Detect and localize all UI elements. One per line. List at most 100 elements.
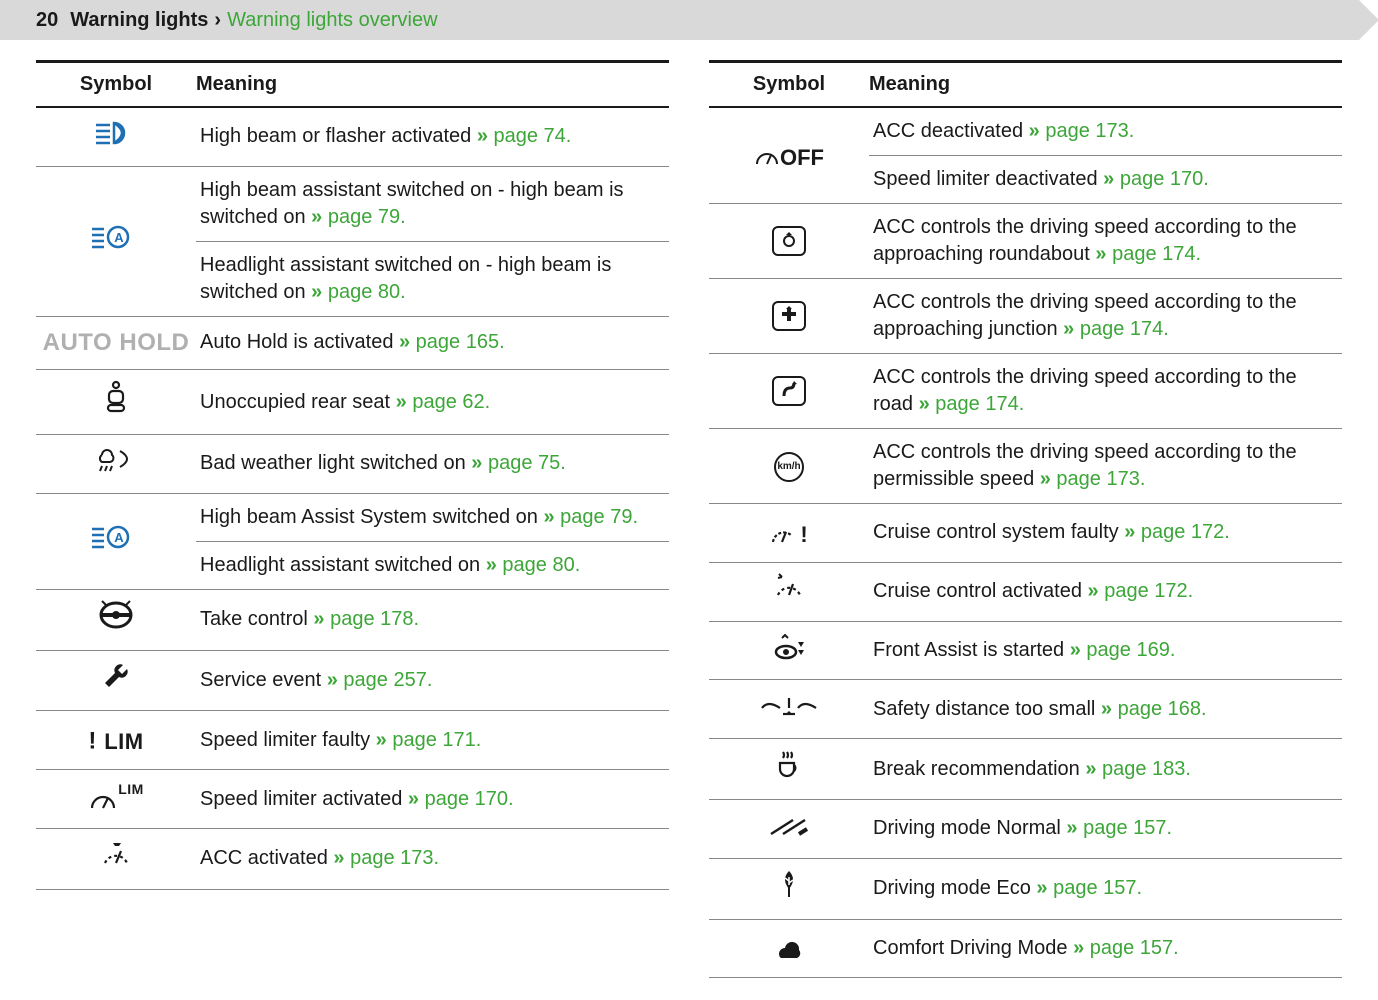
table-row: Take control » page 178. xyxy=(36,589,669,650)
meaning-cell: Break recommendation » page 183. xyxy=(869,739,1342,800)
symbol-cell: OFF xyxy=(709,107,869,204)
table-row: High beam or flasher activated » page 74… xyxy=(36,107,669,166)
meaning-cell: Comfort Driving Mode » page 157. xyxy=(869,919,1342,978)
page-link[interactable]: » page 170. xyxy=(408,788,514,810)
page-link[interactable]: » page 171. xyxy=(376,729,482,751)
page-body: Symbol Meaning High beam or flasher acti… xyxy=(0,40,1378,978)
steering-icon xyxy=(99,600,133,640)
page-link[interactable]: » page 80. xyxy=(311,281,406,303)
breadcrumb-main: Warning lights xyxy=(70,9,208,32)
meaning-cell: Bad weather light switched on » page 75. xyxy=(196,434,669,493)
page-link[interactable]: » page 172. xyxy=(1124,521,1230,543)
kmh-sign-icon: km/h xyxy=(774,452,804,482)
page-link[interactable]: » page 173. xyxy=(333,847,439,869)
table-row: ACC controls the driving speed according… xyxy=(709,279,1342,354)
meaning-cell: ACC activated » page 173. xyxy=(196,828,669,889)
limiter-on-icon: LIM xyxy=(88,780,144,818)
left-column: Symbol Meaning High beam or flasher acti… xyxy=(36,60,669,978)
meaning-text: ACC deactivated xyxy=(873,120,1029,142)
col-header-symbol: Symbol xyxy=(36,62,196,108)
page-link[interactable]: » page 170. xyxy=(1103,168,1209,190)
meaning-cell: Speed limiter faulty » page 171. xyxy=(196,711,669,770)
symbol-cell: A xyxy=(36,493,196,589)
mode-normal-icon xyxy=(767,810,811,848)
highbeam-assist-icon: A xyxy=(90,222,142,260)
page-link[interactable]: » page 174. xyxy=(919,393,1025,415)
gauge-off-icon: OFF xyxy=(754,137,824,175)
meaning-cell: Headlight assistant switched on - high b… xyxy=(196,241,669,316)
page-link[interactable]: » page 80. xyxy=(486,554,581,576)
warning-table-right: Symbol Meaning OFFACC deactivated » page… xyxy=(709,60,1342,978)
front-assist-icon xyxy=(772,632,806,670)
page-link[interactable]: » page 257. xyxy=(327,669,433,691)
page-link[interactable]: » page 79. xyxy=(311,206,406,228)
autohold-icon: AUTO HOLD xyxy=(43,329,190,356)
page-link[interactable]: » page 172. xyxy=(1088,580,1194,602)
meaning-text: Speed limiter faulty xyxy=(200,729,376,751)
right-column: Symbol Meaning OFFACC deactivated » page… xyxy=(709,60,1342,978)
table-row: LIM Speed limiter activated » page 170. xyxy=(36,770,669,829)
meaning-cell: ACC controls the driving speed according… xyxy=(869,354,1342,429)
page-number: 20 xyxy=(36,9,58,32)
meaning-text: ACC controls the driving speed according… xyxy=(873,216,1297,265)
meaning-cell: Speed limiter activated » page 170. xyxy=(196,770,669,829)
table-row: ACC activated » page 173. xyxy=(36,828,669,889)
table-row: Unoccupied rear seat » page 62. xyxy=(36,370,669,435)
symbol-cell xyxy=(709,621,869,680)
table-row: Driving mode Normal » page 157. xyxy=(709,799,1342,858)
svg-text:A: A xyxy=(114,230,124,245)
meaning-cell: Auto Hold is activated » page 165. xyxy=(196,316,669,369)
page-link[interactable]: » page 62. xyxy=(396,391,491,413)
symbol-cell xyxy=(36,589,196,650)
curve-sign-icon xyxy=(772,376,806,406)
page-link[interactable]: » page 74. xyxy=(477,125,572,147)
col-header-meaning: Meaning xyxy=(196,62,669,108)
meaning-cell: Cruise control system faulty » page 172. xyxy=(869,504,1342,563)
table-row: Safety distance too small » page 168. xyxy=(709,680,1342,739)
page-link[interactable]: » page 174. xyxy=(1063,318,1169,340)
page-link[interactable]: » page 157. xyxy=(1073,937,1179,959)
meaning-cell: ACC controls the driving speed according… xyxy=(869,429,1342,504)
breadcrumb-sub: Warning lights overview xyxy=(227,9,437,32)
symbol-cell xyxy=(709,919,869,978)
page-link[interactable]: » page 157. xyxy=(1036,877,1142,899)
meaning-text: Service event xyxy=(200,669,327,691)
page-link[interactable]: » page 183. xyxy=(1085,758,1191,780)
meaning-text: Break recommendation xyxy=(873,758,1085,780)
wrench-icon xyxy=(101,661,131,701)
meaning-cell: Front Assist is started » page 169. xyxy=(869,621,1342,680)
symbol-cell: A xyxy=(36,166,196,316)
page-link[interactable]: » page 174. xyxy=(1095,243,1201,265)
page-link[interactable]: » page 165. xyxy=(399,331,505,353)
table-row: ! LIM Speed limiter faulty » page 171. xyxy=(36,711,669,770)
mode-comfort-icon xyxy=(771,930,807,968)
meaning-text: High beam assistant switched on - high b… xyxy=(200,179,624,228)
page-link[interactable]: » page 173. xyxy=(1029,120,1135,142)
highbeam-icon xyxy=(94,118,138,156)
page-link[interactable]: » page 168. xyxy=(1101,698,1207,720)
meaning-text: ACC activated xyxy=(200,847,333,869)
page-link[interactable]: » page 157. xyxy=(1066,817,1172,839)
page-link[interactable]: » page 75. xyxy=(471,452,566,474)
symbol-cell: ! LIM xyxy=(36,711,196,770)
table-row: ACC controls the driving speed according… xyxy=(709,204,1342,279)
header-arrow-icon xyxy=(1359,0,1378,40)
page-link[interactable]: » page 79. xyxy=(543,506,638,528)
symbol-cell xyxy=(709,680,869,739)
page-link[interactable]: » page 173. xyxy=(1040,468,1146,490)
meaning-text: Comfort Driving Mode xyxy=(873,937,1073,959)
meaning-text: Cruise control activated xyxy=(873,580,1088,602)
table-row: Driving mode Eco » page 157. xyxy=(709,858,1342,919)
page-link[interactable]: » page 178. xyxy=(313,608,419,630)
symbol-cell xyxy=(36,434,196,493)
meaning-text: Speed limiter deactivated xyxy=(873,168,1103,190)
meaning-cell: ACC deactivated » page 173. xyxy=(869,107,1342,156)
table-row: !Cruise control system faulty » page 172… xyxy=(709,504,1342,563)
junction-sign-icon xyxy=(772,301,806,331)
page-link[interactable]: » page 169. xyxy=(1070,639,1176,661)
table-row: AUTO HOLDAuto Hold is activated » page 1… xyxy=(36,316,669,369)
table-row: Comfort Driving Mode » page 157. xyxy=(709,919,1342,978)
meaning-text: Driving mode Normal xyxy=(873,817,1066,839)
limiter-fault-icon: ! LIM xyxy=(88,721,143,759)
symbol-cell xyxy=(709,562,869,621)
